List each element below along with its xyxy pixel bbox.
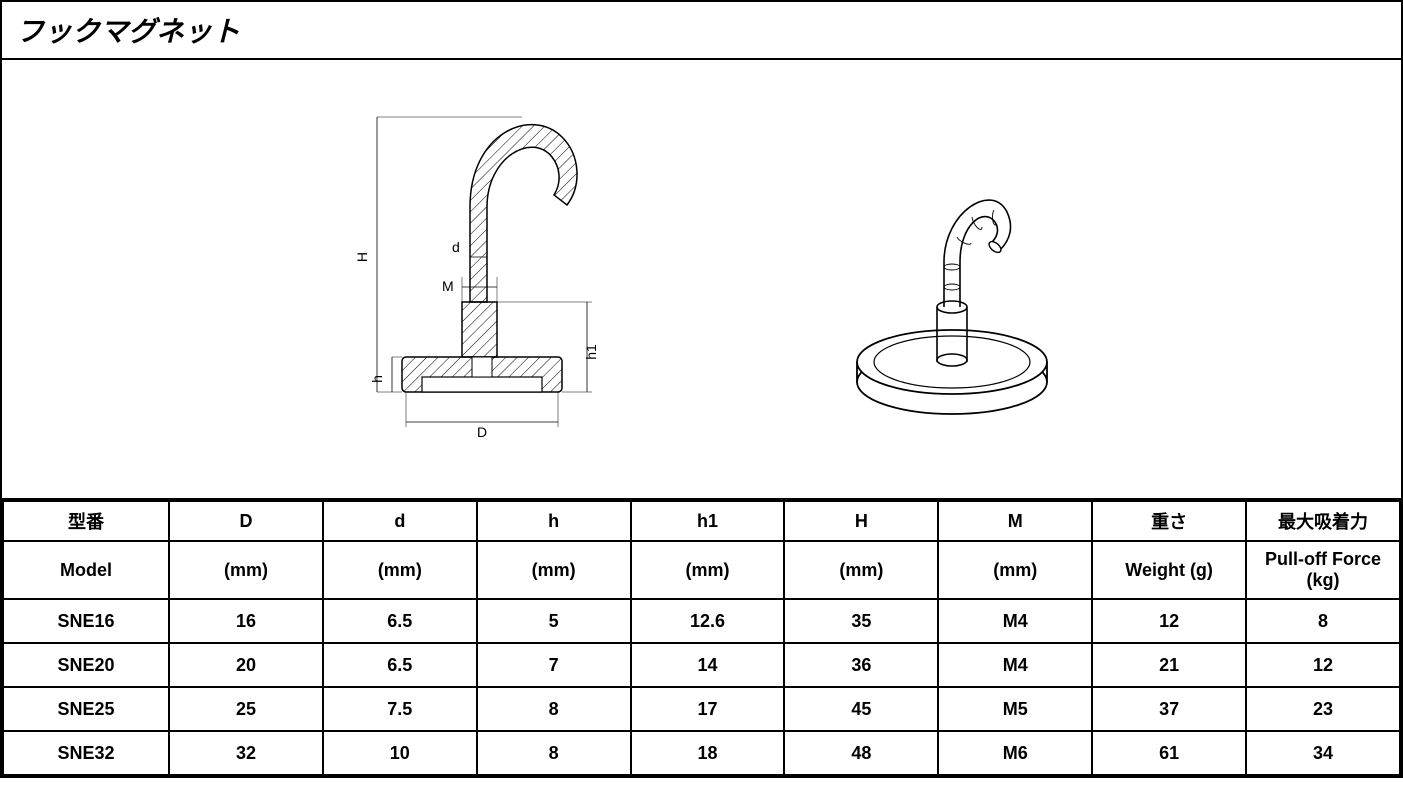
col-header: H [784,501,938,541]
page-title: フックマグネット [2,2,1401,60]
col-header: 最大吸着力 [1246,501,1400,541]
table-header-jp: 型番 D d h h1 H M 重さ 最大吸着力 [3,501,1400,541]
cell: M6 [938,731,1092,775]
cell-model: SNE32 [3,731,169,775]
cell: 5 [477,599,631,643]
cell: M4 [938,643,1092,687]
cell-model: SNE25 [3,687,169,731]
table-row: SNE16 16 6.5 5 12.6 35 M4 12 8 [3,599,1400,643]
col-header: (mm) [631,541,785,599]
col-header: d [323,501,477,541]
dim-label-d: d [452,239,460,255]
cell: M4 [938,599,1092,643]
cell: 14 [631,643,785,687]
cell: 6.5 [323,643,477,687]
cell: 8 [477,731,631,775]
col-header: Model [3,541,169,599]
cell: 8 [477,687,631,731]
col-header: (mm) [323,541,477,599]
cell: 6.5 [323,599,477,643]
table-row: SNE32 32 10 8 18 48 M6 61 34 [3,731,1400,775]
cell: M5 [938,687,1092,731]
col-header: (mm) [784,541,938,599]
cell: 21 [1092,643,1246,687]
col-header: h1 [631,501,785,541]
col-header: (mm) [477,541,631,599]
cell: 48 [784,731,938,775]
cell: 16 [169,599,323,643]
cell: 37 [1092,687,1246,731]
dim-label-h1: h1 [583,344,599,360]
col-header: (mm) [169,541,323,599]
dim-label-D: D [476,424,486,440]
dim-label-M: M [442,278,454,294]
cell: 18 [631,731,785,775]
cell: 7 [477,643,631,687]
table-row: SNE20 20 6.5 7 14 36 M4 21 12 [3,643,1400,687]
col-header: (mm) [938,541,1092,599]
dim-label-H: H [354,251,370,261]
col-header: 型番 [3,501,169,541]
col-header: D [169,501,323,541]
cell: 61 [1092,731,1246,775]
col-header: h [477,501,631,541]
cell: 34 [1246,731,1400,775]
cell: 12.6 [631,599,785,643]
cell: 45 [784,687,938,731]
cell: 8 [1246,599,1400,643]
cell: 25 [169,687,323,731]
table-header-en: Model (mm) (mm) (mm) (mm) (mm) (mm) Weig… [3,541,1400,599]
table-row: SNE25 25 7.5 8 17 45 M5 37 23 [3,687,1400,731]
col-header: M [938,501,1092,541]
col-header: Weight (g) [1092,541,1246,599]
col-header: 重さ [1092,501,1246,541]
technical-drawing: H d M h1 h [322,77,642,482]
cell-model: SNE16 [3,599,169,643]
dim-label-h: h [369,375,385,383]
cell: 17 [631,687,785,731]
cell: 23 [1246,687,1400,731]
cell-model: SNE20 [3,643,169,687]
cell: 10 [323,731,477,775]
cell: 7.5 [323,687,477,731]
diagram-area: H d M h1 h [2,60,1401,500]
cell: 35 [784,599,938,643]
col-header: Pull-off Force (kg) [1246,541,1400,599]
isometric-view [822,112,1082,447]
datasheet-container: フックマグネット [0,0,1403,778]
spec-table: 型番 D d h h1 H M 重さ 最大吸着力 Model (mm) (mm)… [2,500,1401,776]
cell: 12 [1246,643,1400,687]
cell: 36 [784,643,938,687]
cell: 12 [1092,599,1246,643]
cell: 32 [169,731,323,775]
cell: 20 [169,643,323,687]
